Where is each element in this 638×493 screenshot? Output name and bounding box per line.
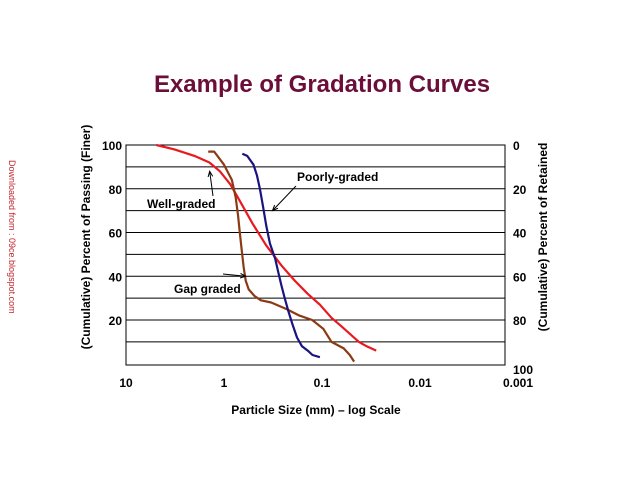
x-tick: 0.01 — [408, 376, 432, 390]
y-tick-left: 20 — [109, 314, 123, 328]
annotation-poorly-graded: Poorly-graded — [297, 170, 378, 184]
x-tick: 0.1 — [314, 376, 331, 390]
y-tick-right: 60 — [513, 270, 527, 284]
plot-frame — [125, 144, 506, 366]
y-tick-left: 100 — [102, 139, 122, 153]
x-ticks: 10 1 0.1 0.01 0.001 — [119, 376, 533, 390]
annotation-arrowhead-1 — [207, 169, 214, 178]
watermark: Downloaded from : 09ce.blogspot.com — [7, 160, 17, 314]
y-ticks-right: 0 20 40 60 80 100 — [513, 139, 533, 377]
y-ticks-left: 100 80 60 40 20 — [102, 139, 122, 328]
y-tick-right: 80 — [513, 314, 527, 328]
y-tick-left: 60 — [109, 227, 123, 241]
annotation-arrowhead-2 — [239, 272, 248, 279]
y-axis-label-left: (Cumulative) Percent of Passing (Finer) — [79, 125, 93, 350]
chart-title: Example of Gradation Curves — [154, 71, 490, 98]
series-line-1 — [208, 150, 356, 363]
annotation-gap-graded: Gap graded — [174, 282, 241, 296]
series-layer — [156, 143, 377, 363]
annotation-arrow-1 — [209, 171, 214, 197]
series-line-2 — [241, 152, 321, 359]
y-tick-right: 0 — [513, 139, 520, 153]
grid-lines — [126, 166, 505, 343]
annotation-arrow-0 — [272, 185, 297, 211]
annotation-arrows — [207, 169, 297, 279]
annotation-arrow-2 — [222, 273, 246, 277]
y-tick-right: 100 — [513, 363, 533, 377]
x-tick: 1 — [221, 376, 228, 390]
x-axis-label: Particle Size (mm) – log Scale — [231, 403, 401, 417]
annotation-arrowhead-0 — [271, 204, 279, 212]
y-tick-left: 80 — [109, 183, 123, 197]
x-tick: 10 — [119, 376, 133, 390]
annotation-well-graded: Well-graded — [147, 197, 215, 211]
y-tick-right: 20 — [513, 183, 527, 197]
y-axis-label-right: (Cumulative) Percent of Retained — [536, 143, 550, 332]
y-tick-right: 40 — [513, 227, 527, 241]
y-tick-left: 40 — [109, 270, 123, 284]
x-tick: 0.001 — [503, 376, 533, 390]
series-line-0 — [156, 143, 377, 352]
